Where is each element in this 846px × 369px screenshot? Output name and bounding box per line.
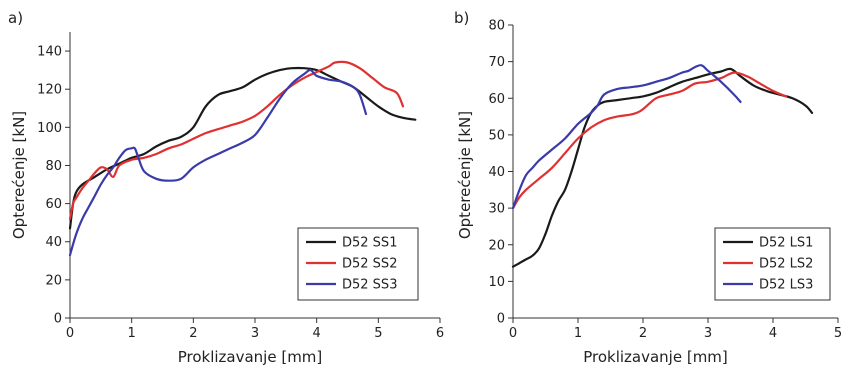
y-tick-label: 100 [37,121,62,136]
x-axis-title: Proklizavanje [mm] [178,348,323,366]
legend-label: D52 LS3 [759,278,813,293]
panel-label: a) [8,9,23,27]
x-tick-label: 0 [66,326,74,341]
y-tick-label: 30 [488,202,505,217]
y-tick-label: 140 [37,45,62,60]
series-line-d52-ss3 [68,68,368,257]
legend-label: D52 SS1 [342,236,397,251]
x-tick-label: 0 [509,326,517,341]
y-tick-label: 120 [37,83,62,98]
y-tick-label: 10 [488,275,505,290]
series-line-d52-ss2 [68,60,405,220]
y-tick-label: 40 [45,235,62,250]
legend-label: D52 SS2 [342,257,397,272]
x-tick-label: 5 [374,326,382,341]
legend: D52 LS1 D52 LS2 D52 LS3 [714,227,831,301]
x-tick-label: 4 [769,326,777,341]
legend-label: D52 LS2 [759,257,813,272]
x-axis-title: Proklizavanje [mm] [583,348,728,366]
y-tick-label: 0 [497,312,505,327]
x-tick-label: 6 [436,326,444,341]
y-tick-label: 60 [488,92,505,107]
y-axis-title: Opterećenje [kN] [456,111,474,239]
y-tick-label: 20 [45,273,62,288]
y-tick-label: 80 [45,159,62,174]
series-line-d52-ls2 [511,71,788,210]
y-tick-label: 60 [45,197,62,212]
y-tick-label: 20 [488,238,505,253]
x-tick-label: 2 [189,326,197,341]
y-tick-label: 70 [488,55,505,70]
y-tick-label: 50 [488,128,505,143]
y-axis-title: Opterećenje [kN] [10,111,28,239]
chart-panel-b: b) 0 10 20 30 40 50 60 70 80 0 1 2 3 4 5 Proklizavanje [… [454,9,842,366]
x-tick-label: 1 [128,326,136,341]
series-line-d52-ss1 [68,66,417,230]
chart-panel-a: a) 0 20 40 60 80 100 120 140 0 1 2 3 4 5 6 Proklizavanje… [8,9,444,366]
x-tick-label: 2 [639,326,647,341]
panel-label: b) [454,9,469,27]
legend: D52 SS1 D52 SS2 D52 SS3 [297,227,419,301]
series-line-d52-ls1 [511,67,814,268]
y-tick-label: 80 [488,19,505,34]
legend-label: D52 LS1 [759,236,813,251]
x-tick-label: 3 [251,326,259,341]
y-tick-label: 40 [488,165,505,180]
y-tick-label: 0 [54,312,62,327]
x-tick-label: 5 [834,326,842,341]
x-tick-label: 3 [704,326,712,341]
series-line-d52-ls3 [511,64,742,210]
legend-label: D52 SS3 [342,278,397,293]
x-tick-label: 1 [574,326,582,341]
x-tick-label: 4 [313,326,321,341]
